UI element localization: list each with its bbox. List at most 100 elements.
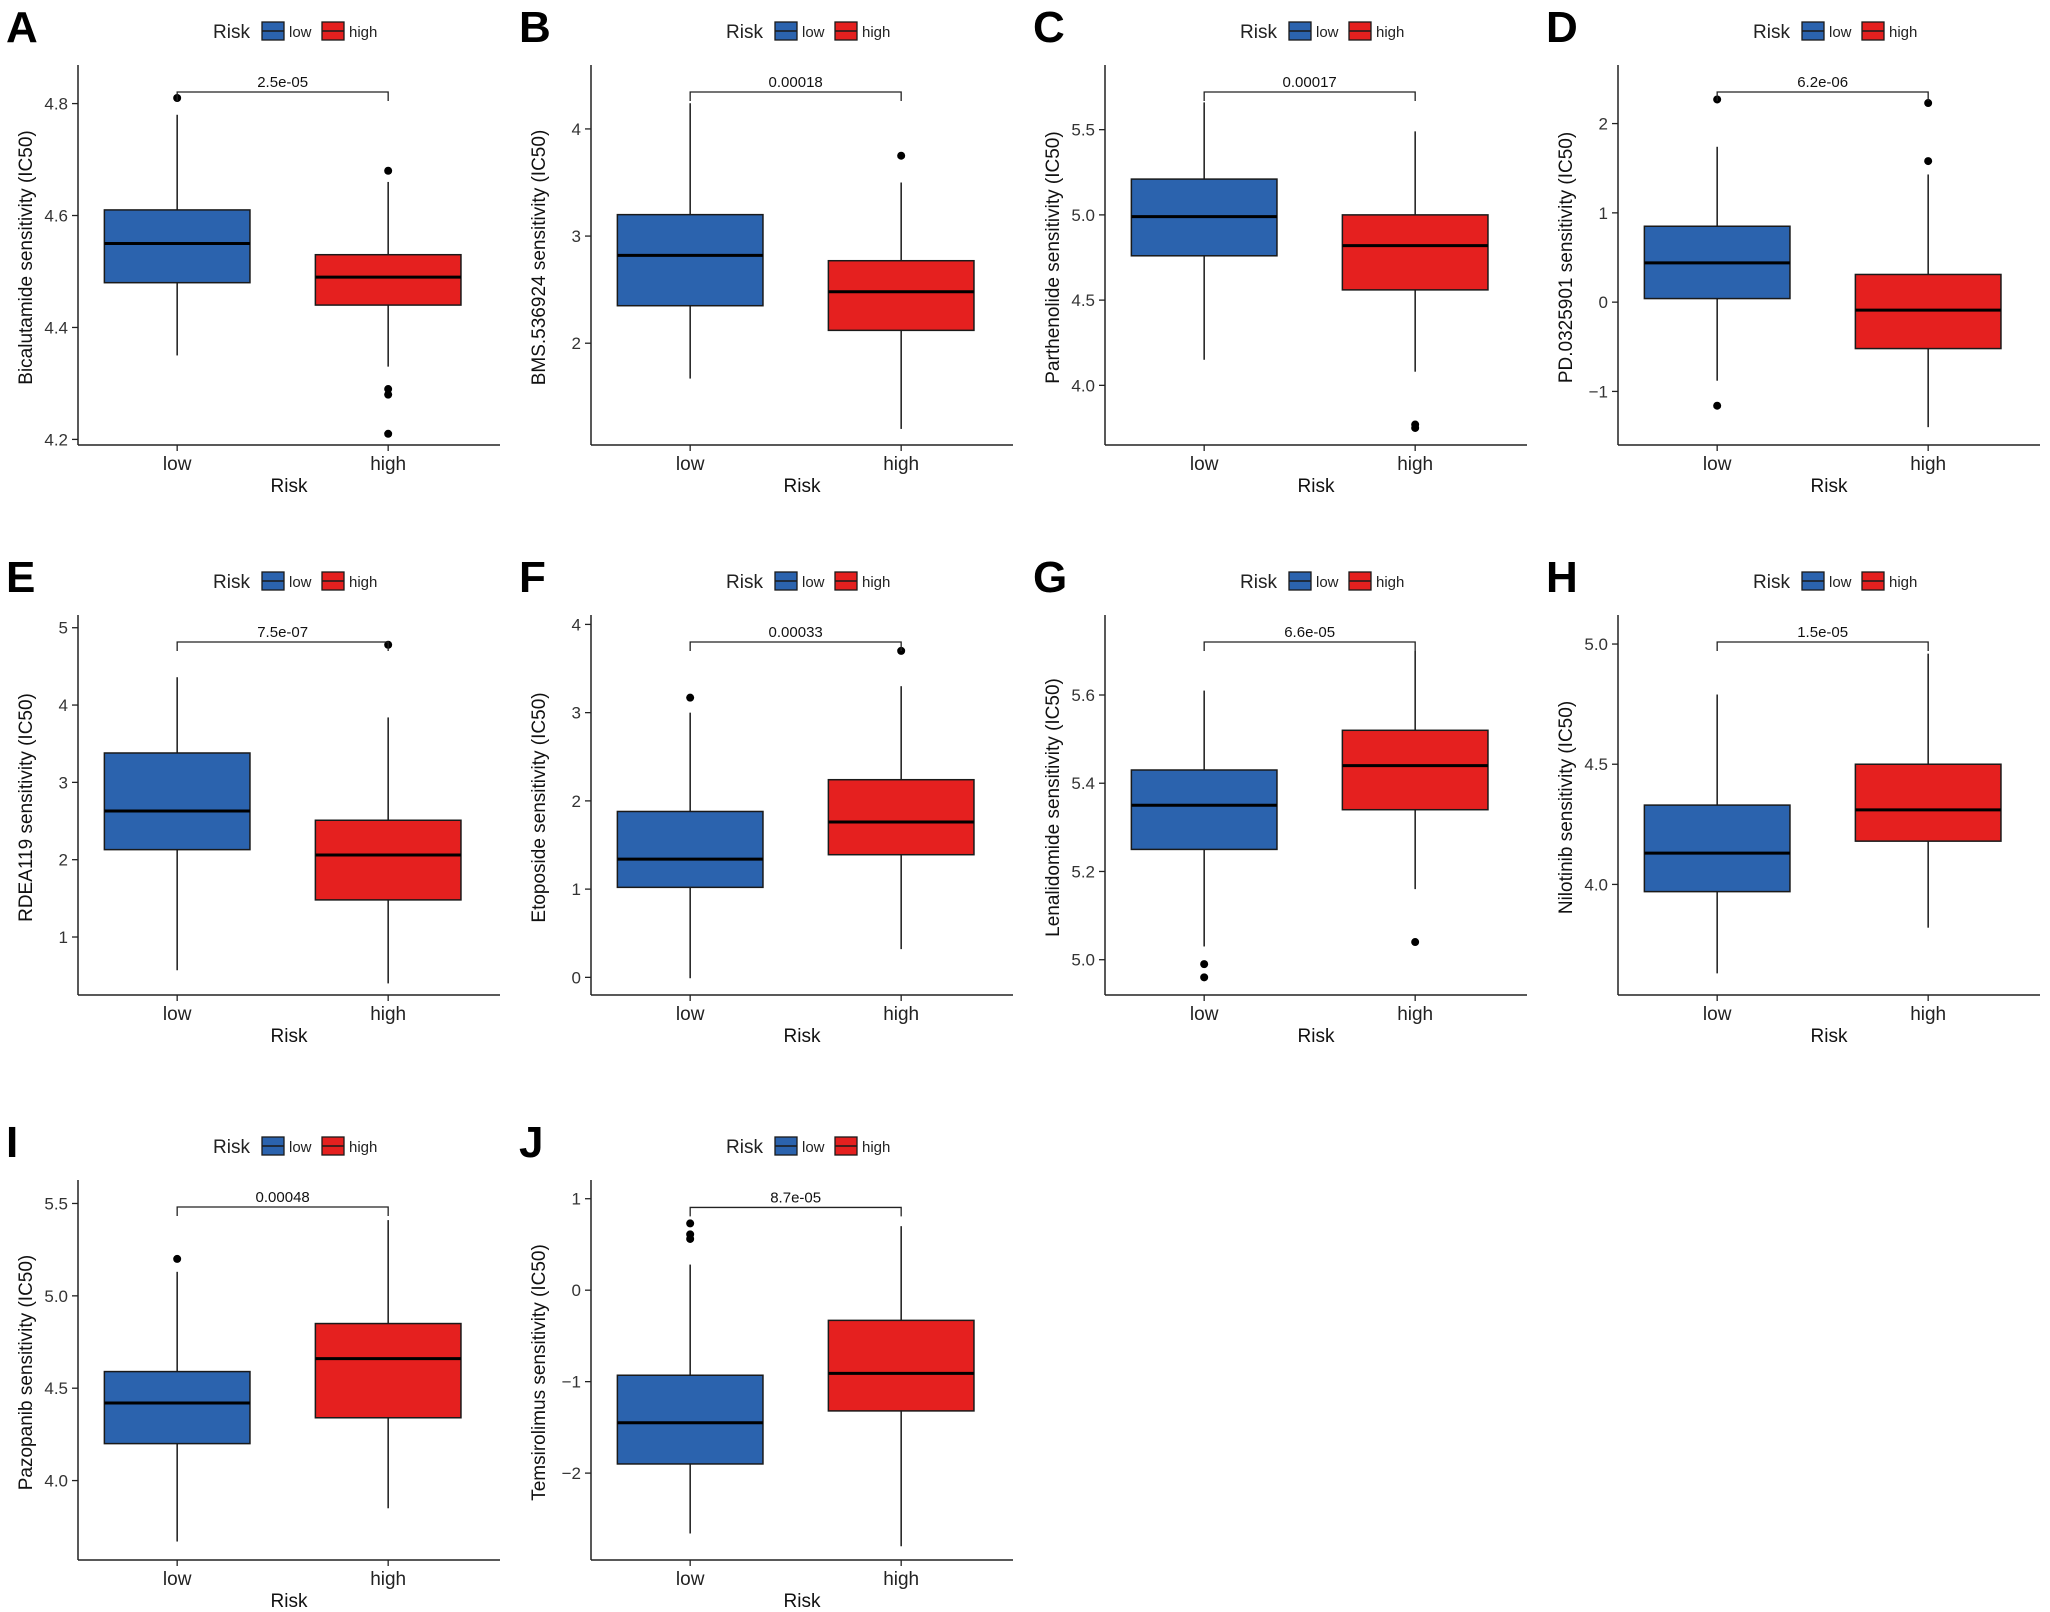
y-tick-label: 2 <box>1599 115 1608 134</box>
y-tick-label: 5.2 <box>1071 862 1095 881</box>
bracket-line <box>176 1206 389 1216</box>
p-value-label: 6.2e-06 <box>1797 74 1848 91</box>
legend: Risk low high <box>213 1136 377 1158</box>
panel-letter: I <box>6 1118 18 1167</box>
legend: Risk low high <box>1753 571 1917 593</box>
y-axis-title: Parthenolide sensitivity (IC50) <box>1043 131 1064 383</box>
x-tick-label-high: high <box>883 1569 919 1590</box>
outlier-point <box>384 429 393 438</box>
legend-label-low: low <box>289 1139 312 1156</box>
p-value-label: 0.00048 <box>256 1189 310 1206</box>
y-axis-title: Bicalutamide sensitivity (IC50) <box>16 130 37 384</box>
y-tick-label: 4.0 <box>1071 376 1095 395</box>
panel-letter: A <box>6 3 38 52</box>
p-value-label: 1.5e-05 <box>1797 624 1848 641</box>
y-tick-label: 1 <box>572 1190 581 1209</box>
x-tick-label-low: low <box>163 1004 192 1025</box>
legend: Risk low high <box>1240 21 1404 43</box>
box-low <box>103 93 251 356</box>
p-value-label: 0.00018 <box>769 74 823 91</box>
outlier-point <box>1924 99 1933 108</box>
legend-label-high: high <box>862 24 890 41</box>
bracket-line <box>1203 91 1416 101</box>
y-tick-label: 1 <box>1599 204 1608 223</box>
y-tick-label: 1 <box>59 928 68 947</box>
y-tick-label: −2 <box>562 1464 581 1483</box>
y-axis-title: Etoposide sensitivity (IC50) <box>529 692 550 922</box>
box-low <box>1130 690 1278 982</box>
legend-label-high: high <box>349 24 377 41</box>
x-tick-label-high: high <box>1397 1004 1433 1025</box>
outlier-point <box>384 385 393 394</box>
bracket-line <box>689 641 902 651</box>
legend: Risk low high <box>213 571 377 593</box>
legend-label-high: high <box>862 1139 890 1156</box>
legend-label-high: high <box>1376 574 1404 591</box>
y-tick-label: 5.0 <box>1584 635 1608 654</box>
significance-bracket: 0.00017 <box>1203 74 1416 101</box>
legend: Risk low high <box>1753 21 1917 43</box>
outlier-point <box>686 1219 695 1228</box>
legend-label-low: low <box>802 24 825 41</box>
legend: Risk low high <box>1240 571 1404 593</box>
outlier-point <box>384 166 393 175</box>
legend-title: Risk <box>1240 22 1277 43</box>
y-tick-label: −1 <box>1589 382 1608 401</box>
y-tick-label: 4 <box>59 696 68 715</box>
y-tick-label: 2 <box>59 851 68 870</box>
x-axis-title: Risk <box>271 476 308 497</box>
box-body <box>827 1319 975 1412</box>
outlier-point <box>1411 423 1420 432</box>
outlier-point <box>1411 938 1420 947</box>
x-tick-label-low: low <box>676 1569 705 1590</box>
x-axis-title: Risk <box>784 1026 821 1047</box>
p-value-label: 0.00017 <box>1283 74 1337 91</box>
panel-letter: G <box>1033 553 1067 602</box>
y-tick-label: 3 <box>59 773 68 792</box>
box-high <box>314 166 462 438</box>
legend-label-high: high <box>1889 574 1917 591</box>
legend-title: Risk <box>213 1137 250 1158</box>
y-tick-label: 4.8 <box>44 95 68 114</box>
x-tick-label-high: high <box>370 454 406 475</box>
legend-label-high: high <box>1376 24 1404 41</box>
panel-c: C Risk low high 4.0 4.5 5.0 5.5 low high Risk Parth… <box>1033 3 1527 497</box>
legend-label-high: high <box>862 574 890 591</box>
box-body <box>616 1374 764 1465</box>
p-value-label: 0.00033 <box>769 624 823 641</box>
bracket-line <box>1203 641 1416 651</box>
y-tick-label: 4.0 <box>44 1472 68 1491</box>
panel-letter: H <box>1546 553 1578 602</box>
legend-title: Risk <box>1753 22 1790 43</box>
x-tick-label-low: low <box>676 454 705 475</box>
y-tick-label: 0 <box>572 968 581 987</box>
significance-bracket: 0.00033 <box>689 624 902 651</box>
box-body <box>1854 763 2002 842</box>
box-body <box>1130 769 1278 851</box>
x-axis-title: Risk <box>1298 1026 1335 1047</box>
box-body <box>827 778 975 856</box>
x-tick-label-low: low <box>1190 454 1219 475</box>
bracket-line <box>689 1206 902 1217</box>
box-body <box>1341 214 1489 291</box>
box-body <box>314 819 462 901</box>
box-low <box>1643 95 1791 410</box>
box-low <box>103 1254 251 1542</box>
x-axis-title: Risk <box>1298 476 1335 497</box>
x-tick-label-low: low <box>1703 1004 1732 1025</box>
legend-title: Risk <box>1753 572 1790 593</box>
bracket-line <box>1716 91 1929 101</box>
x-tick-label-high: high <box>883 454 919 475</box>
box-body <box>314 253 462 306</box>
significance-bracket: 1.5e-05 <box>1716 624 1929 651</box>
outlier-point <box>1713 401 1722 410</box>
legend-label-low: low <box>1316 24 1339 41</box>
significance-bracket: 6.2e-06 <box>1716 74 1929 101</box>
bracket-line <box>689 91 902 101</box>
x-tick-label-high: high <box>1910 454 1946 475</box>
panel-letter: D <box>1546 3 1578 52</box>
outlier-point <box>1200 973 1209 982</box>
y-tick-label: 5.4 <box>1071 774 1095 793</box>
box-low <box>103 677 251 971</box>
x-tick-label-high: high <box>1910 1004 1946 1025</box>
